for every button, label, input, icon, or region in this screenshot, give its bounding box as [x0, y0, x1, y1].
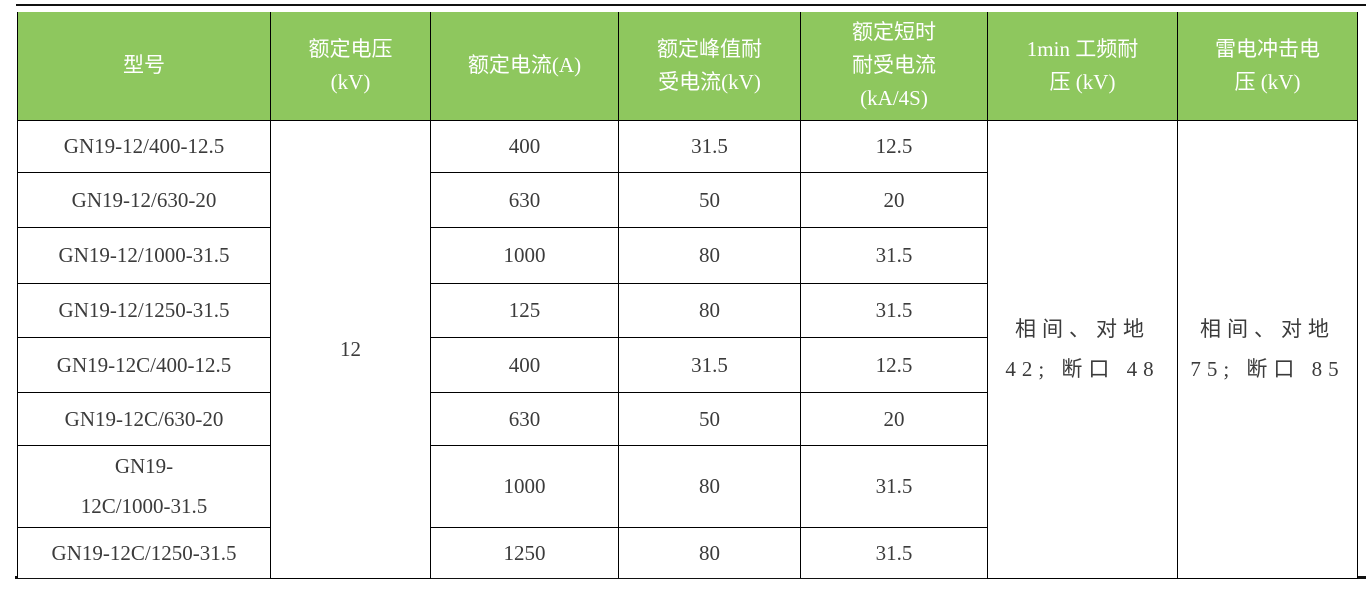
table-row: GN19-12C/400-12.5 400 31.5 12.5: [17, 336, 1358, 393]
model-cell: GN19-12C/1250-31.5: [17, 526, 271, 578]
current-cell: 630: [430, 391, 619, 446]
peak-cell: 31.5: [618, 119, 801, 173]
short-time-cell: 31.5: [800, 444, 988, 528]
table-row: GN19-12/400-12.5 12 400 31.5 12.5 相间、对地 …: [17, 119, 1358, 579]
current-cell: 1000: [430, 444, 619, 528]
peak-cell: 80: [618, 444, 801, 528]
top-rule-divider: [16, 4, 1366, 6]
peak-cell: 50: [618, 171, 801, 228]
table-row: GN19-12C/630-20 630 50 20: [17, 391, 1358, 446]
current-cell: 1000: [430, 226, 619, 284]
short-time-cell: 12.5: [800, 119, 988, 173]
power-freq-merged-cell: 相间、对地 42; 断口 48: [987, 119, 1178, 579]
header-rated-voltage: 额定电压 (kV): [270, 12, 431, 121]
current-cell: 400: [430, 336, 619, 393]
table-row: GN19-12C/1250-31.5 1250 80 31.5: [17, 526, 1358, 578]
lightning-impulse-merged-cell: 相间、对地 75; 断口 85: [1177, 119, 1358, 579]
short-time-cell: 20: [800, 171, 988, 228]
table-row: GN19- 12C/1000-31.5 1000 80 31.5: [17, 444, 1358, 528]
table-row: GN19-12/1000-31.5 1000 80 31.5: [17, 226, 1358, 284]
rated-voltage-merged-cell: 12: [270, 119, 431, 579]
peak-cell: 80: [618, 282, 801, 338]
table-row: GN19-12/630-20 630 50 20: [17, 171, 1358, 228]
table-header-row: 型号 额定电压 (kV) 额定电流(A) 额定峰值耐 受电流(kV) 额定短时 …: [17, 12, 1358, 121]
short-time-cell: 20: [800, 391, 988, 446]
table-row: GN19-12/1250-31.5 125 80 31.5: [17, 282, 1358, 338]
current-cell: 1250: [430, 526, 619, 578]
model-cell: GN19- 12C/1000-31.5: [17, 444, 271, 528]
model-cell: GN19-12/400-12.5: [17, 119, 271, 173]
short-time-cell: 31.5: [800, 282, 988, 338]
model-cell: GN19-12/1000-31.5: [17, 226, 271, 284]
model-cell: GN19-12C/400-12.5: [17, 336, 271, 393]
header-power-freq-withstand: 1min 工频耐 压 (kV): [987, 12, 1178, 121]
model-cell: GN19-12C/630-20: [17, 391, 271, 446]
current-cell: 400: [430, 119, 619, 173]
model-cell: GN19-12/1250-31.5: [17, 282, 271, 338]
short-time-cell: 31.5: [800, 226, 988, 284]
header-short-time-withstand: 额定短时 耐受电流 (kA/4S): [800, 12, 988, 121]
header-peak-withstand: 额定峰值耐 受电流(kV): [618, 12, 801, 121]
header-lightning-impulse: 雷电冲击电 压 (kV): [1177, 12, 1358, 121]
short-time-cell: 12.5: [800, 336, 988, 393]
peak-cell: 80: [618, 226, 801, 284]
short-time-cell: 31.5: [800, 526, 988, 578]
current-cell: 125: [430, 282, 619, 338]
model-cell: GN19-12/630-20: [17, 171, 271, 228]
header-model: 型号: [17, 12, 271, 121]
spec-table: 型号 额定电压 (kV) 额定电流(A) 额定峰值耐 受电流(kV) 额定短时 …: [17, 12, 1358, 579]
peak-cell: 50: [618, 391, 801, 446]
header-rated-current: 额定电流(A): [430, 12, 619, 121]
peak-cell: 31.5: [618, 336, 801, 393]
peak-cell: 80: [618, 526, 801, 578]
current-cell: 630: [430, 171, 619, 228]
